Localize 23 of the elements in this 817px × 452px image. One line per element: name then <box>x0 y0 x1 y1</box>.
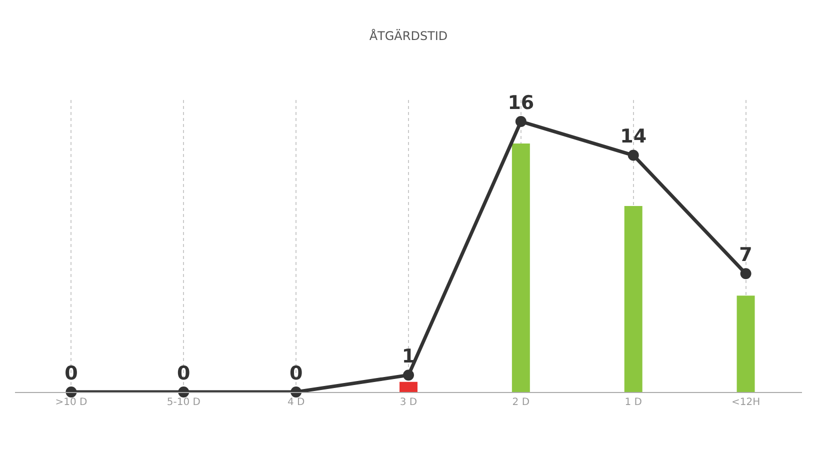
point <box>628 150 639 161</box>
x-tick-label: <12H <box>731 397 760 408</box>
point <box>740 268 752 280</box>
bar <box>624 206 642 392</box>
point <box>403 370 414 381</box>
data-label: 0 <box>64 362 78 384</box>
x-tick-label: 5-10 D <box>166 397 201 408</box>
x-tick-label: >10 D <box>55 397 88 408</box>
point <box>515 116 526 127</box>
bar <box>400 382 418 392</box>
data-label: 0 <box>177 362 190 384</box>
data-label: 14 <box>620 126 647 148</box>
x-tick-label: 2 D <box>512 397 530 408</box>
x-tick-label: 4 D <box>287 397 305 408</box>
bar <box>512 143 530 392</box>
data-label: 1 <box>402 345 416 368</box>
chart-title: ÅTGÄRDSTID <box>369 28 448 44</box>
bar <box>736 296 755 392</box>
data-label: 0 <box>289 362 303 384</box>
data-label: 16 <box>508 92 534 114</box>
x-tick-label: 3 D <box>400 397 418 408</box>
x-tick-label: 1 D <box>624 397 642 408</box>
data-label: 7 <box>739 244 752 266</box>
